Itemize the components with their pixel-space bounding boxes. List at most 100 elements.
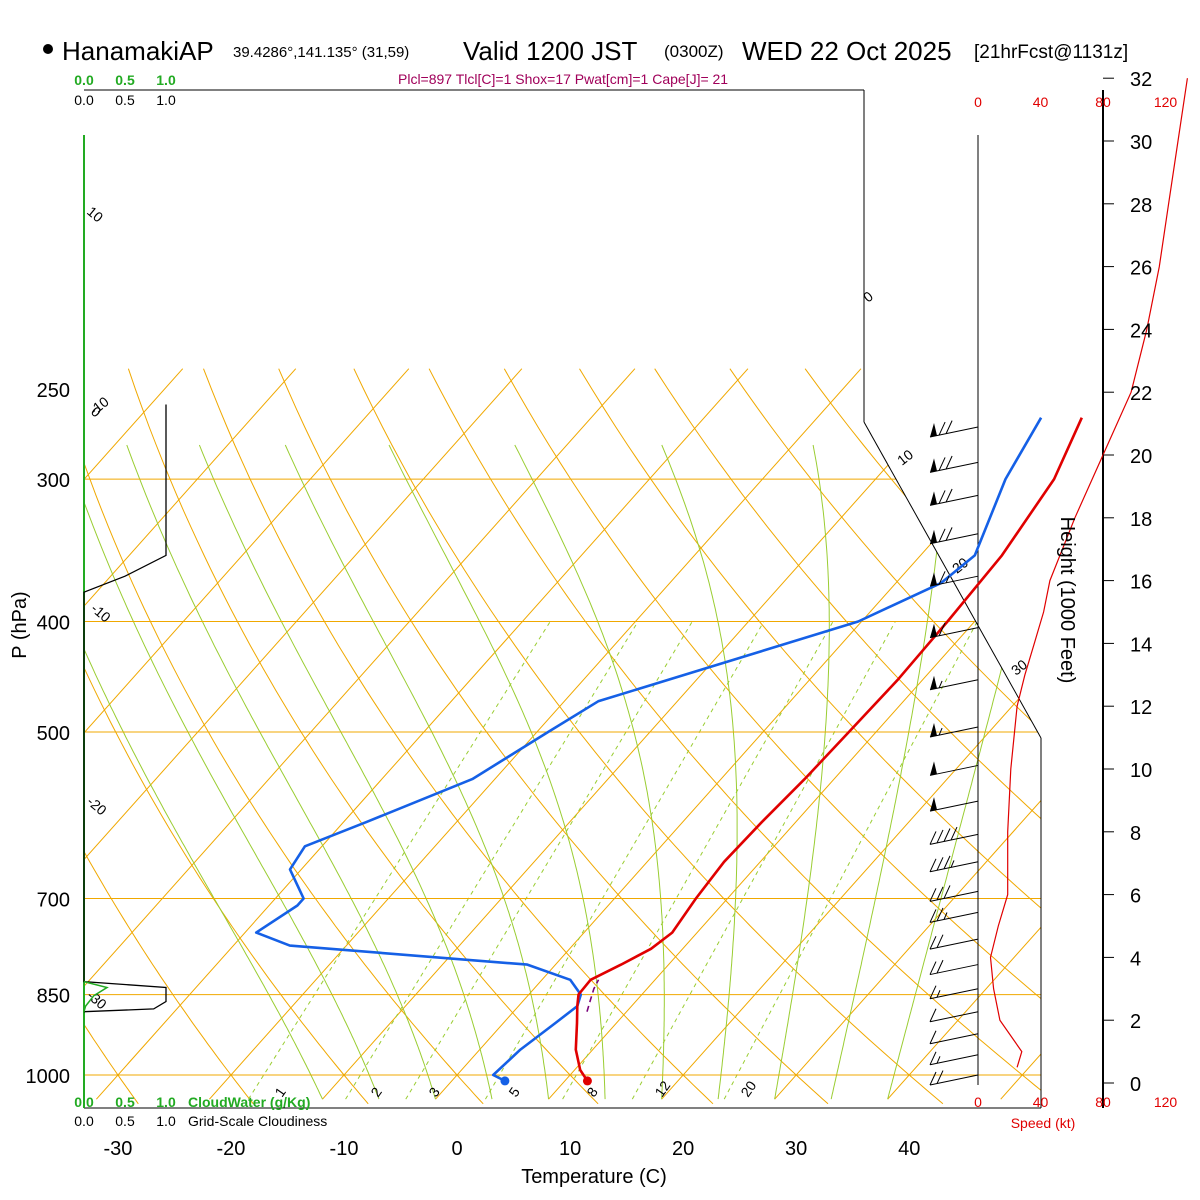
x-axis-title: Temperature (C) — [521, 1166, 667, 1188]
speed-tick-label-bottom: 80 — [1095, 1094, 1111, 1110]
wind-barb-flag — [936, 1070, 944, 1084]
height-tick-label: 18 — [1130, 509, 1152, 531]
wind-barb-pennant — [930, 675, 937, 690]
moist-adiabat-line — [887, 444, 1041, 1100]
wind-barb-shaft — [929, 800, 979, 812]
wind-barb-shaft — [929, 461, 979, 473]
wind-barb — [929, 1030, 979, 1045]
height-tick-label: 10 — [1130, 760, 1152, 782]
isotherm-line — [322, 368, 975, 1100]
valid-date: WED 22 Oct 2025 — [742, 36, 952, 66]
mixing-ratio-line — [345, 621, 639, 1100]
wind-barb-flag — [938, 490, 946, 504]
wind-barb-half-flag — [936, 1056, 941, 1064]
cloudiness-tick-label-bottom: 0.5 — [115, 1113, 135, 1129]
theta-label: 10 — [84, 203, 106, 225]
wind-barb-flag — [929, 1008, 937, 1022]
moist-adiabat-line — [84, 444, 380, 1100]
cloudwater-title: CloudWater (g/Kg) — [188, 1094, 310, 1110]
isotherm-line — [96, 368, 749, 1100]
height-tick-label: 2 — [1130, 1011, 1141, 1033]
mixing-ratio-label: 12 — [651, 1078, 673, 1100]
moist-adiabat-line — [514, 444, 665, 1100]
wind-barb — [929, 797, 979, 812]
dry-adiabat-line — [84, 368, 254, 1105]
speed-tick-label-bottom: 120 — [1154, 1094, 1178, 1110]
dry-adiabat-line — [84, 368, 369, 1105]
wind-barb — [929, 1070, 979, 1086]
wind-barb-flag — [945, 420, 953, 434]
wind-barb-flag — [929, 1051, 937, 1066]
wind-barb — [929, 885, 979, 902]
wind-barb — [929, 420, 979, 438]
speed-tick-label-top: 120 — [1154, 94, 1178, 110]
wind-barb-pennant — [930, 722, 937, 737]
wind-barb-shaft — [929, 726, 979, 738]
wind-barb-shaft — [929, 533, 979, 545]
isotherm-line — [435, 368, 1041, 1100]
wind-barb-shaft — [929, 861, 979, 873]
wind-barb — [929, 675, 979, 691]
wind-barb-shaft — [929, 1033, 979, 1045]
speed-axis-title: Speed (kt) — [1011, 1115, 1076, 1131]
wind-barb-flag — [936, 959, 944, 974]
cloudiness-tick-label-top: 0.5 — [115, 92, 135, 108]
wind-barb — [929, 907, 979, 923]
speed-tick-label-top: 0 — [974, 94, 982, 110]
wind-barb-shaft — [929, 1054, 979, 1066]
cloudwater-tick-label-top: 0.5 — [115, 72, 135, 88]
cloudwater-tick-label-top: 0.0 — [74, 72, 94, 88]
temperature-tick-label: -20 — [217, 1138, 246, 1160]
dry-adiabat-line — [84, 368, 484, 1105]
wind-barb-shaft — [929, 679, 979, 691]
wind-barb-half-flag — [950, 860, 955, 868]
mixing-ratio-label: 20 — [737, 1078, 759, 1100]
wind-barb-shaft — [929, 833, 979, 845]
wind-barb-flag — [929, 909, 937, 923]
height-tick-label: 26 — [1130, 258, 1152, 280]
wind-barb-flag — [943, 828, 951, 842]
dry-adiabat-line — [203, 368, 714, 1105]
temperature-tick-label: -30 — [103, 1138, 132, 1160]
wind-barb-flag — [929, 1071, 937, 1086]
wind-barb-flag — [929, 831, 937, 845]
wind-barb-flag — [929, 935, 937, 950]
temperature-tick-label: -10 — [330, 1138, 359, 1160]
height-tick-label: 8 — [1130, 823, 1141, 845]
wind-barb-flag — [929, 961, 937, 975]
mixing-ratio-label: 8 — [583, 1084, 601, 1100]
isotherm-line — [548, 368, 1041, 1100]
wind-barb-flag — [938, 528, 946, 543]
wind-barb-shaft — [929, 426, 979, 438]
dry-adiabat-line — [428, 368, 1041, 1105]
plot-frame — [84, 89, 1042, 1109]
mixing-ratio-line — [248, 621, 551, 1100]
wind-barb-flag — [943, 855, 951, 870]
isotherm-line — [661, 368, 1041, 1100]
moist-adiabat-line — [126, 444, 436, 1100]
isotherm-line — [209, 368, 862, 1100]
wind-barb-shaft — [929, 911, 979, 923]
wind-barb — [929, 571, 979, 587]
station-name: HanamakiAP — [62, 36, 214, 66]
dry-adiabat-line — [353, 368, 944, 1105]
station-marker-icon — [43, 44, 53, 54]
height-tick-label: 22 — [1130, 383, 1152, 405]
wind-barb — [929, 722, 979, 738]
mixing-ratio-label: 5 — [505, 1084, 523, 1100]
theta-label: -30 — [84, 987, 110, 1012]
isotherm-line — [84, 368, 523, 1100]
moist-adiabat-line — [84, 444, 323, 1100]
dewpoint-line — [254, 417, 1043, 1083]
forecast-info: [21hrFcst@1131z] — [974, 42, 1128, 63]
wind-barb-pennant — [930, 797, 937, 812]
wind-barbs — [929, 420, 979, 1086]
dry-adiabat-line — [1030, 368, 1041, 1105]
wind-barb-half-flag — [936, 990, 941, 998]
wind-barb-shaft — [929, 494, 979, 506]
dry-adiabat-line — [127, 368, 599, 1105]
cloudiness-tick-label-bottom: 1.0 — [156, 1113, 176, 1129]
